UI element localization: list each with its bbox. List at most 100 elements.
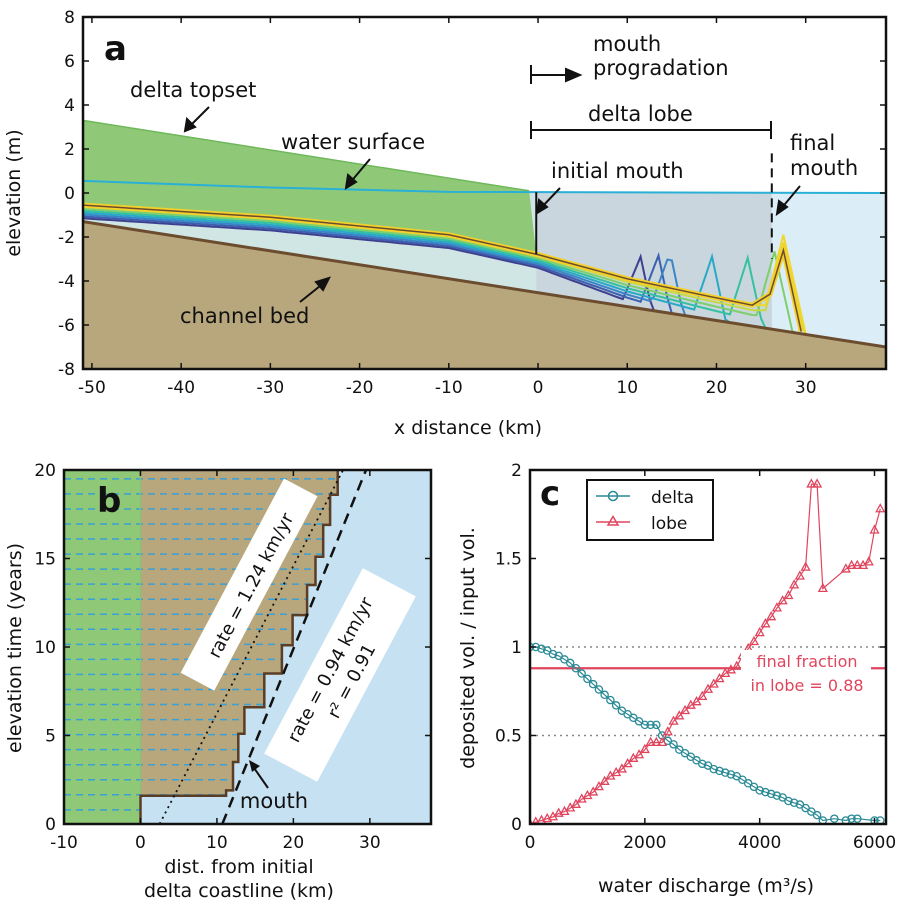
data-point-lobe	[651, 736, 662, 747]
annotation-water-surface: water surface	[281, 130, 425, 154]
data-point-lobe	[731, 660, 742, 670]
initial-mouth-arrowhead	[535, 198, 549, 215]
panel-b-y-axis-label: elevation time (years)	[4, 543, 26, 753]
evolution-profile	[83, 215, 686, 317]
panel-b-x-axis-label-line2: delta coastline (km)	[144, 880, 334, 902]
data-point-delta	[726, 770, 736, 779]
data-point-lobe	[616, 763, 627, 773]
panel-a-arrows	[183, 65, 801, 303]
evolution-profile	[83, 209, 775, 331]
annotation-final-mouth: mouth	[790, 156, 858, 180]
channel-bed-arrowhead	[314, 276, 331, 292]
x-tick-label: -50	[78, 378, 106, 398]
data-point-delta	[870, 816, 879, 824]
data-point-delta	[698, 759, 707, 769]
y-tick-label: 0	[511, 815, 522, 835]
y-tick-label: 6	[64, 52, 75, 72]
data-point-delta	[611, 701, 621, 710]
x-tick-label: 30	[359, 833, 381, 853]
data-point-lobe	[679, 704, 691, 715]
water-surface-line	[83, 179, 886, 194]
data-point-delta	[841, 816, 851, 824]
data-point-lobe	[656, 736, 668, 747]
x-tick-label: 0	[135, 833, 146, 853]
final-mouth-arrowhead	[775, 199, 789, 217]
panel-a-y-axis-label: elevation (m)	[3, 129, 25, 256]
legend-lobe-marker	[606, 515, 620, 526]
panel-c-x-axis-label: water discharge (m³/s)	[598, 875, 814, 897]
data-point-delta	[853, 814, 862, 823]
x-tick-label: -10	[50, 833, 78, 853]
y-tick-label: 10	[34, 638, 56, 658]
final-fraction-label-line2: in lobe = 0.88	[750, 676, 863, 695]
fit-line-2	[221, 470, 368, 824]
panel-a-x-axis-label: x distance (km)	[394, 417, 542, 439]
data-point-delta	[652, 720, 661, 730]
data-point-delta	[594, 685, 604, 694]
x-tick-label: 2000	[623, 833, 666, 853]
annotation-mouth: mouth	[593, 32, 661, 56]
channel-bed-line	[83, 220, 886, 349]
x-tick-label: 10	[206, 833, 228, 853]
data-point-lobe	[553, 807, 564, 817]
lobe-area	[140, 470, 338, 824]
data-point-delta	[571, 663, 581, 673]
fit-label-1-box	[180, 478, 318, 691]
final-deposit-outline	[83, 204, 802, 332]
legend-lobe-label: lobe	[651, 514, 687, 534]
y-tick-label: 2	[64, 140, 75, 160]
y-tick-label: 5	[45, 727, 56, 747]
data-point-lobe	[806, 478, 817, 488]
x-tick-label: -30	[256, 378, 284, 398]
x-tick-label: 20	[706, 378, 728, 398]
legend-box	[586, 479, 714, 541]
data-point-lobe	[708, 678, 719, 688]
data-point-delta	[772, 791, 782, 800]
data-point-delta	[789, 798, 799, 808]
data-point-delta	[709, 764, 718, 774]
data-point-lobe	[593, 780, 605, 791]
data-point-lobe	[633, 749, 645, 759]
data-point-lobe	[754, 626, 765, 637]
x-tick-label: 20	[283, 833, 305, 853]
y-tick-label: 1	[511, 638, 522, 658]
series-line-lobe	[530, 483, 881, 824]
annotation-channel-bed: channel bed	[180, 304, 309, 328]
data-point-delta	[565, 658, 575, 668]
annotation-final: final	[790, 131, 835, 155]
y-tick-label: -8	[58, 360, 75, 380]
data-point-lobe	[588, 786, 599, 796]
y-tick-label: -6	[58, 316, 75, 336]
data-point-delta	[876, 816, 885, 824]
y-tick-label: 1.5	[495, 550, 522, 570]
data-point-delta	[600, 690, 609, 700]
data-point-delta	[646, 720, 655, 730]
x-tick-label: 6000	[853, 833, 896, 853]
data-point-lobe	[531, 816, 540, 824]
x-tick-label: 0	[525, 833, 536, 853]
annotation-initial-mouth: initial mouth	[551, 159, 684, 183]
data-point-delta	[720, 768, 730, 777]
data-point-lobe	[748, 635, 760, 646]
final-fraction-label-line1: final fraction	[756, 652, 857, 671]
annotation-mouth-b: mouth	[240, 789, 308, 813]
data-point-lobe	[570, 798, 582, 808]
x-tick-label: -10	[435, 378, 463, 398]
x-tick-label: -20	[346, 378, 374, 398]
data-point-delta	[606, 695, 615, 705]
data-point-delta	[766, 789, 776, 799]
data-point-lobe	[639, 743, 650, 754]
annotation-progradation: progradation	[593, 56, 729, 80]
data-point-lobe	[599, 775, 610, 785]
data-point-lobe	[714, 673, 725, 683]
panel-a-letter: a	[104, 29, 127, 69]
data-point-lobe	[668, 715, 679, 725]
topset-line	[83, 119, 530, 192]
evolution-profile	[83, 213, 695, 318]
data-point-delta	[715, 766, 724, 776]
panel-b-x-axis-label-line1: dist. from initial	[164, 856, 313, 878]
data-point-delta	[577, 669, 586, 678]
fit-line-1	[158, 470, 344, 824]
evolution-profile	[83, 217, 668, 314]
